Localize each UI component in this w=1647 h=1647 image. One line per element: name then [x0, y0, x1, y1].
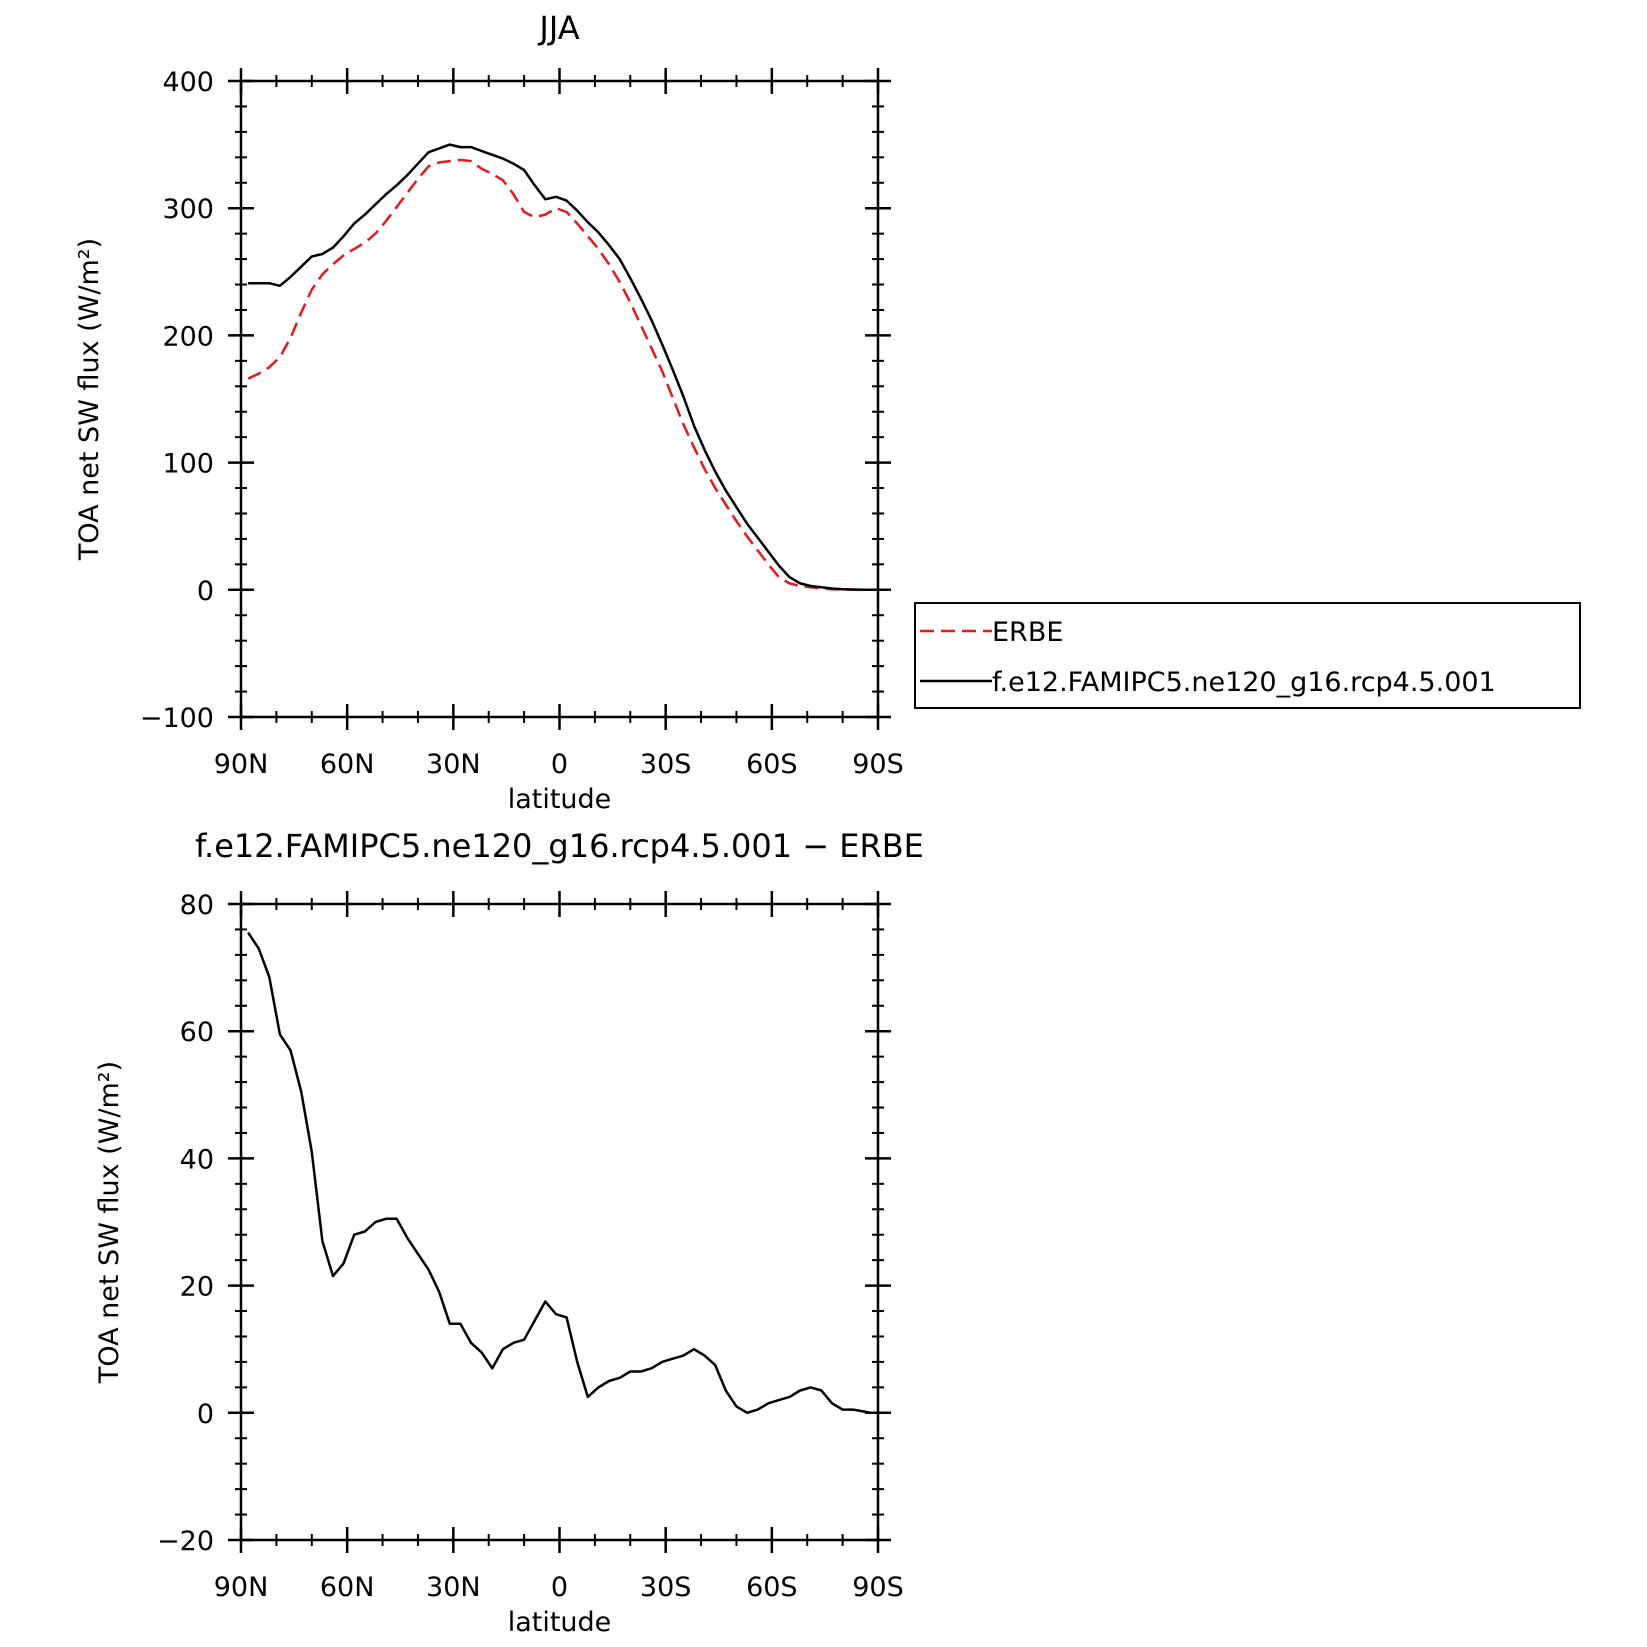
- panel-title: JJA: [537, 9, 579, 47]
- legend-entry-label: ERBE: [992, 617, 1063, 648]
- y-axis-label: TOA net SW flux (W/m²): [94, 1061, 125, 1384]
- x-tick-label: 30S: [640, 1572, 692, 1603]
- bottom-panel-difference: f.e12.FAMIPC5.ne120_g16.rcp4.5.001 − ERB…: [94, 827, 924, 1638]
- x-axis-label: latitude: [508, 1607, 612, 1638]
- y-tick-label: 100: [162, 449, 214, 480]
- y-tick-label: 60: [180, 1017, 214, 1048]
- x-tick-label: 90N: [214, 1572, 269, 1603]
- x-tick-label: 60S: [746, 1572, 798, 1603]
- x-tick-label: 90N: [214, 749, 269, 780]
- x-tick-label: 60N: [320, 749, 375, 780]
- series-line-1: [248, 143, 871, 592]
- plot-frame: [239, 902, 880, 1542]
- y-tick-label: 400: [162, 67, 214, 98]
- y-tick-label: 0: [197, 576, 214, 607]
- top-panel-jja: JJA −100 0 100 200 300 400 90N 60N 30N 0 30S 60S 90S l…: [74, 9, 904, 815]
- x-tick-label: 90S: [852, 749, 904, 780]
- y-tick-label: 80: [180, 890, 214, 921]
- series-line-0: [247, 931, 872, 1415]
- y-tick-label: 200: [162, 321, 214, 352]
- x-axis-label: latitude: [508, 784, 612, 815]
- legend: ERBE f.e12.FAMIPC5.ne120_g16.rcp4.5.001: [914, 602, 1581, 709]
- y-tick-label: 0: [197, 1399, 214, 1430]
- series-line-0: [247, 158, 871, 592]
- x-tick-label: 60N: [320, 1572, 375, 1603]
- x-tick-label: 90S: [852, 1572, 904, 1603]
- y-tick-label: 20: [180, 1272, 214, 1303]
- x-tick-label: 0: [551, 1572, 568, 1603]
- y-tick-label: −100: [140, 703, 214, 734]
- plot-frame: [239, 79, 880, 719]
- x-tick-label: 60S: [746, 749, 798, 780]
- x-tick-label: 30N: [426, 749, 481, 780]
- panel-title: f.e12.FAMIPC5.ne120_g16.rcp4.5.001 − ERB…: [195, 827, 924, 865]
- y-axis-label: TOA net SW flux (W/m²): [74, 238, 105, 561]
- y-tick-label: −20: [157, 1526, 214, 1557]
- legend-box: [914, 602, 1581, 709]
- x-tick-label: 30S: [640, 749, 692, 780]
- legend-entry-label: f.e12.FAMIPC5.ne120_g16.rcp4.5.001: [992, 667, 1496, 698]
- x-tick-label: 0: [551, 749, 568, 780]
- y-tick-label: 40: [180, 1144, 214, 1175]
- x-tick-label: 30N: [426, 1572, 481, 1603]
- y-tick-label: 300: [162, 194, 214, 225]
